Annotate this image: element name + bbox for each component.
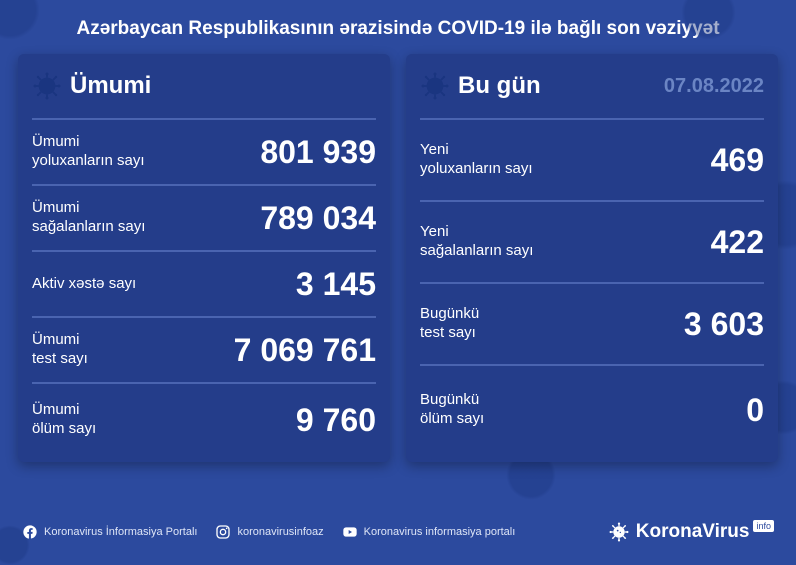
stat-value: 3 145 — [296, 266, 376, 303]
brand-suffix: info — [753, 520, 774, 532]
stat-label: Ümumiyoluxanların sayı — [32, 133, 260, 171]
stat-label: Aktiv xəstə sayı — [32, 275, 296, 294]
stat-row: Bugünkütest sayı 3 603 — [420, 282, 764, 364]
panels-container: Ümumi Ümumiyoluxanların sayı 801 939 Ümu… — [0, 54, 796, 462]
social-label: Koronavirus informasiya portalı — [364, 526, 516, 538]
panel-header: Bu gün 07.08.2022 — [420, 66, 764, 106]
social-facebook: Koronavirus İnformasiya Portalı — [22, 524, 197, 540]
stat-row: Ümumiyoluxanların sayı 801 939 — [32, 118, 376, 184]
stat-label: Ümumitest sayı — [32, 331, 234, 369]
social-label: koronavirusinfoaz — [237, 526, 323, 538]
report-date: 07.08.2022 — [664, 75, 764, 98]
stat-value: 3 603 — [684, 306, 764, 343]
stat-value: 7 069 761 — [234, 332, 376, 369]
page-title: Azərbaycan Respublikasının ərazisində CO… — [0, 0, 796, 54]
stat-row: Aktiv xəstə sayı 3 145 — [32, 250, 376, 316]
stat-value: 789 034 — [260, 200, 376, 237]
stat-value: 422 — [711, 224, 764, 261]
stat-label: Ümumiölüm sayı — [32, 401, 296, 439]
panel-title: Ümumi — [70, 72, 151, 100]
facebook-icon — [22, 524, 38, 540]
stat-label: Yenisağalanların sayı — [420, 223, 711, 261]
brand: KoronaVirusinfo — [608, 521, 774, 543]
stat-row: Yeniyoluxanların sayı 469 — [420, 118, 764, 200]
panel-today: Bu gün 07.08.2022 Yeniyoluxanların sayı … — [406, 54, 778, 462]
stat-label: Bugünküölüm sayı — [420, 391, 746, 429]
instagram-icon — [215, 524, 231, 540]
brand-name: KoronaVirus — [636, 521, 750, 543]
stat-label: Ümumisağalanların sayı — [32, 199, 260, 237]
stat-row: Ümumisağalanların sayı 789 034 — [32, 184, 376, 250]
stat-row: Ümumiölüm sayı 9 760 — [32, 382, 376, 448]
stat-value: 801 939 — [260, 134, 376, 171]
virus-icon — [608, 521, 630, 543]
panel-total: Ümumi Ümumiyoluxanların sayı 801 939 Ümu… — [18, 54, 390, 462]
stat-value: 0 — [746, 392, 764, 429]
stat-label: Yeniyoluxanların sayı — [420, 141, 711, 179]
social-instagram: koronavirusinfoaz — [215, 524, 323, 540]
virus-icon — [420, 71, 450, 101]
panel-title: Bu gün — [458, 72, 541, 100]
stat-row: Ümumitest sayı 7 069 761 — [32, 316, 376, 382]
social-links: Koronavirus İnformasiya Portalı koronavi… — [22, 524, 515, 540]
stat-label: Bugünkütest sayı — [420, 305, 684, 343]
social-youtube: Koronavirus informasiya portalı — [342, 524, 516, 540]
stat-value: 9 760 — [296, 402, 376, 439]
virus-icon — [32, 71, 62, 101]
youtube-icon — [342, 524, 358, 540]
stat-value: 469 — [711, 142, 764, 179]
footer: Koronavirus İnformasiya Portalı koronavi… — [0, 511, 796, 555]
stat-row: Bugünküölüm sayı 0 — [420, 364, 764, 446]
social-label: Koronavirus İnformasiya Portalı — [44, 526, 197, 538]
stat-row: Yenisağalanların sayı 422 — [420, 200, 764, 282]
panel-header: Ümumi — [32, 66, 376, 106]
